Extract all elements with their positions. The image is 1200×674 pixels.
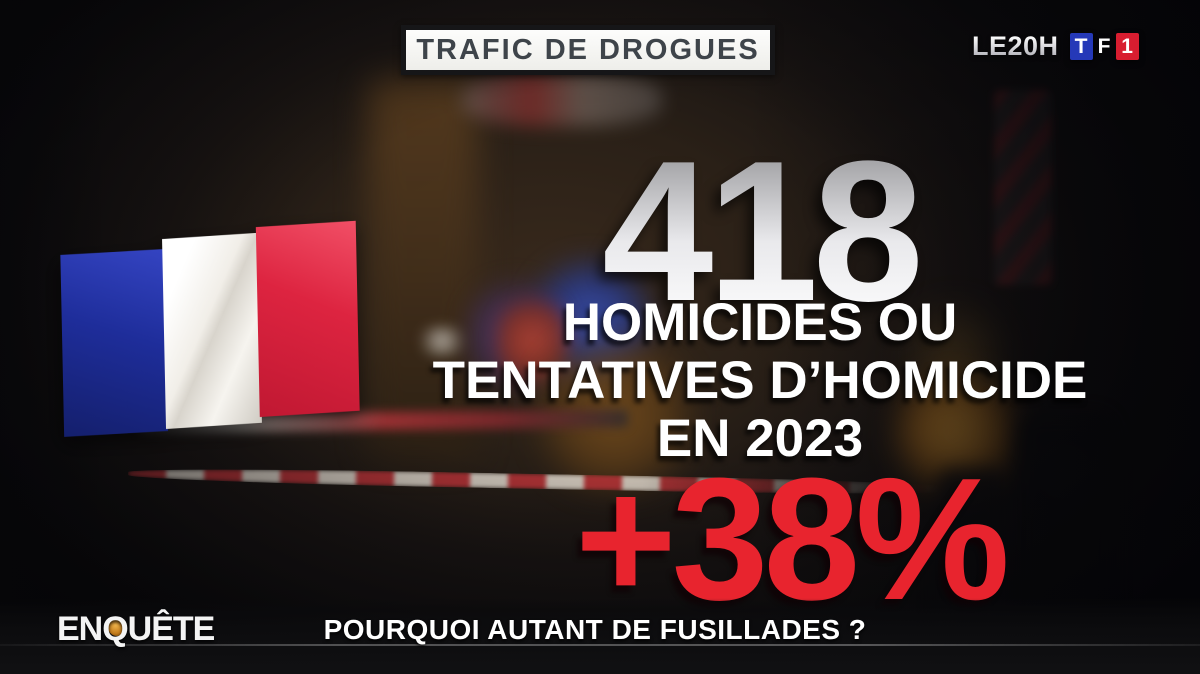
flag-white-stripe	[162, 232, 262, 429]
statistic-label: HOMICIDES OU TENTATIVES D’HOMICIDE EN 20…	[400, 294, 1120, 467]
enquete-program-logo: ENQUÊTE	[57, 610, 215, 648]
bottom-bar-separator	[0, 644, 1200, 646]
statistic-label-line3: EN 2023	[656, 408, 864, 468]
le20h-program-logo: LE20H	[972, 31, 1059, 61]
statistic-label-line1: HOMICIDES OU	[562, 293, 958, 352]
statistic-change-percentage: +38%	[575, 441, 1010, 636]
flag-blue-stripe	[60, 249, 169, 437]
topic-banner-label: TRAFIC DE DROGUES	[416, 33, 760, 66]
tf1-logo-digit-1: 1	[1115, 33, 1139, 60]
headline-question: POURQUOI AUTANT DE FUSILLADES ?	[323, 614, 867, 645]
flag-red-stripe	[255, 220, 360, 418]
statistic-label-line2: TENTATIVES D’HOMICIDE	[432, 350, 1088, 410]
channel-branding: LE20H T F 1	[972, 31, 1139, 62]
topic-banner: TRAFIC DE DROGUES	[401, 25, 775, 75]
enquete-label: ENQUÊTE	[57, 610, 215, 648]
french-flag-icon	[54, 220, 362, 441]
tf1-logo: T F 1	[1069, 33, 1139, 60]
tf1-logo-letter-t: T	[1069, 33, 1093, 60]
statistic-value: 418	[420, 132, 1100, 332]
tf1-logo-letter-f: F	[1097, 34, 1111, 58]
magnifier-lens-icon	[108, 618, 126, 636]
bottom-bar: ENQUÊTE POURQUOI AUTANT DE FUSILLADES ?	[0, 598, 1200, 674]
